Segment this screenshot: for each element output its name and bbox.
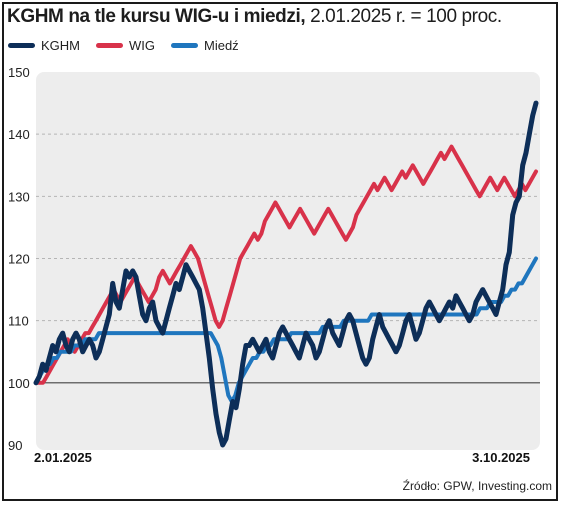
legend-label-kghm: KGHM xyxy=(41,38,80,53)
chart-title-bold: KGHM na tle kursu WIG-u i miedzi, xyxy=(7,6,306,27)
y-axis-tick-labels: 90 100 110 120 130 140 150 xyxy=(8,65,30,453)
legend-item-wig: WIG xyxy=(96,38,155,53)
y-tick-label-120: 120 xyxy=(8,252,30,267)
legend-swatch-wig xyxy=(96,43,123,48)
y-tick-label-90: 90 xyxy=(8,438,22,453)
y-tick-label-140: 140 xyxy=(8,127,30,142)
legend-item-miedz: Miedź xyxy=(171,38,239,53)
legend-label-miedz: Miedź xyxy=(204,38,239,53)
legend-item-kghm: KGHM xyxy=(8,38,80,53)
chart-title: KGHM na tle kursu WIG-u i miedzi, 2.01.2… xyxy=(7,6,502,28)
chart-title-subtitle: 2.01.2025 r. = 100 proc. xyxy=(310,6,502,27)
y-tick-label-110: 110 xyxy=(8,314,29,329)
y-tick-label-150: 150 xyxy=(8,65,30,80)
plot-background xyxy=(36,72,540,450)
series-lines xyxy=(33,100,539,448)
series-line-miedz xyxy=(34,256,538,404)
legend-swatch-kghm xyxy=(8,43,35,48)
grid-lines xyxy=(36,133,540,384)
x-tick-label-start: 2.01.2025 xyxy=(34,450,92,465)
series-line-kghm xyxy=(33,100,539,448)
x-tick-label-end: 3.10.2025 xyxy=(472,450,530,465)
chart-legend: KGHM WIG Miedź xyxy=(8,38,239,53)
y-tick-label-130: 130 xyxy=(8,189,30,204)
legend-swatch-miedz xyxy=(171,43,198,48)
source-note: Źródło: GPW, Investing.com xyxy=(402,479,552,493)
legend-label-wig: WIG xyxy=(129,38,155,53)
y-tick-label-100: 100 xyxy=(8,376,30,391)
